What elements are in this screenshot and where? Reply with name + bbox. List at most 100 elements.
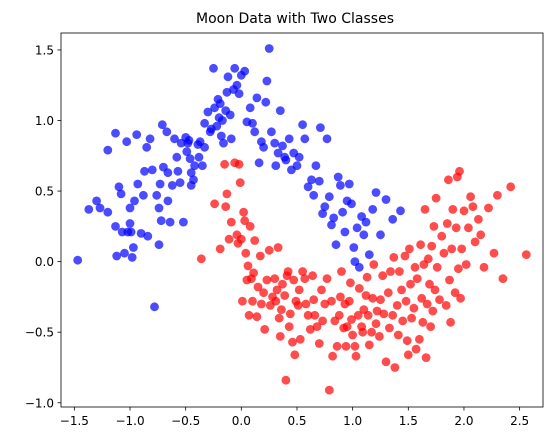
data-point-class-1 [336, 181, 345, 190]
data-point-class-1 [92, 196, 101, 206]
data-point-class-2 [280, 291, 290, 300]
data-point-class-2 [521, 250, 531, 259]
data-point-class-1 [185, 154, 195, 164]
data-point-class-1 [154, 240, 164, 250]
data-point-class-2 [249, 268, 258, 278]
data-point-class-2 [234, 159, 244, 169]
data-point-class-2 [428, 306, 438, 316]
data-point-class-2 [411, 344, 421, 354]
data-point-class-1 [127, 253, 137, 262]
data-point-class-2 [272, 285, 282, 295]
data-point-class-2 [416, 240, 425, 250]
data-point-class-2 [354, 284, 364, 293]
data-point-class-1 [194, 152, 204, 162]
data-point-class-2 [395, 267, 404, 276]
data-point-class-2 [432, 262, 442, 272]
data-point-class-2 [243, 261, 253, 271]
data-point-class-1 [344, 179, 354, 189]
data-point-class-1 [157, 120, 167, 130]
data-point-class-1 [216, 131, 226, 141]
data-point-class-1 [261, 97, 271, 107]
data-point-class-1 [120, 248, 129, 258]
data-point-class-2 [293, 301, 303, 310]
data-point-class-2 [318, 316, 327, 326]
data-point-class-1 [359, 230, 369, 240]
data-point-class-2 [445, 275, 454, 285]
data-point-class-2 [375, 332, 384, 341]
data-point-class-1 [347, 199, 356, 209]
data-point-class-1 [184, 135, 194, 145]
data-point-class-1 [248, 118, 257, 128]
data-point-class-2 [398, 316, 408, 326]
data-point-class-2 [364, 340, 374, 350]
data-point-class-1 [388, 214, 398, 224]
data-point-class-1 [132, 130, 142, 140]
data-point-class-1 [300, 134, 310, 144]
data-point-class-1 [111, 128, 120, 138]
data-point-class-1 [172, 152, 182, 162]
data-point-class-2 [277, 305, 286, 314]
data-point-class-1 [95, 203, 105, 213]
data-point-class-2 [392, 301, 402, 310]
data-point-class-2 [235, 178, 245, 188]
data-point-class-2 [295, 334, 305, 344]
data-point-class-1 [327, 220, 336, 230]
data-point-class-2 [506, 182, 516, 192]
data-point-class-2 [474, 214, 483, 224]
data-point-class-2 [252, 312, 262, 322]
data-point-class-1 [125, 219, 135, 228]
data-point-class-1 [252, 93, 262, 103]
data-point-class-2 [447, 244, 457, 254]
data-point-class-1 [245, 103, 255, 113]
data-point-class-2 [240, 216, 250, 226]
data-point-class-2 [456, 293, 465, 303]
data-point-class-1 [270, 138, 280, 148]
data-point-class-1 [292, 161, 302, 171]
data-point-class-2 [390, 363, 400, 372]
data-point-class-2 [448, 205, 458, 214]
data-point-class-2 [241, 248, 251, 258]
data-point-class-2 [226, 217, 236, 227]
data-point-class-2 [337, 267, 346, 276]
data-point-class-1 [203, 107, 213, 117]
data-point-class-2 [431, 193, 441, 203]
ticks-layer: −1.5 −1.0 −0.5 0.0 0.5 1.0 1.5 2.0 2.5 −1.0 −0.5 0.… [25, 43, 529, 428]
data-point-class-2 [372, 306, 382, 316]
data-point-class-2 [301, 299, 311, 309]
data-point-class-2 [405, 244, 414, 254]
data-point-class-1 [170, 134, 179, 144]
data-point-class-2 [284, 322, 294, 331]
data-point-class-1 [262, 76, 272, 86]
data-point-class-2 [435, 295, 444, 305]
data-point-class-2 [351, 351, 361, 361]
data-point-class-2 [262, 275, 272, 285]
data-point-class-1 [259, 142, 268, 152]
data-point-class-1 [234, 89, 244, 99]
chart-title: Moon Data with Two Classes [196, 11, 394, 27]
data-point-class-1 [130, 196, 139, 206]
data-point-class-2 [367, 327, 376, 337]
data-point-class-2 [239, 207, 249, 217]
data-point-class-2 [334, 310, 344, 320]
data-point-class-2 [363, 310, 373, 320]
data-point-class-2 [308, 271, 317, 281]
data-point-class-1 [352, 223, 362, 233]
data-point-class-2 [407, 313, 416, 323]
data-point-class-1 [254, 158, 264, 168]
points-layer [73, 44, 531, 395]
data-point-class-2 [393, 330, 403, 340]
data-point-class-1 [103, 145, 113, 155]
data-point-class-1 [338, 207, 347, 217]
data-point-class-1 [103, 207, 113, 217]
data-point-class-2 [409, 303, 419, 313]
data-point-class-2 [464, 223, 473, 233]
data-point-class-2 [429, 222, 439, 231]
data-point-class-2 [346, 278, 355, 288]
data-point-class-2 [281, 375, 291, 385]
data-point-class-2 [358, 327, 368, 337]
x-tick-label: 0.5 [287, 414, 306, 428]
data-point-class-1 [173, 166, 183, 176]
data-point-class-2 [468, 202, 478, 212]
data-point-class-2 [454, 264, 463, 274]
data-point-class-2 [288, 337, 297, 347]
